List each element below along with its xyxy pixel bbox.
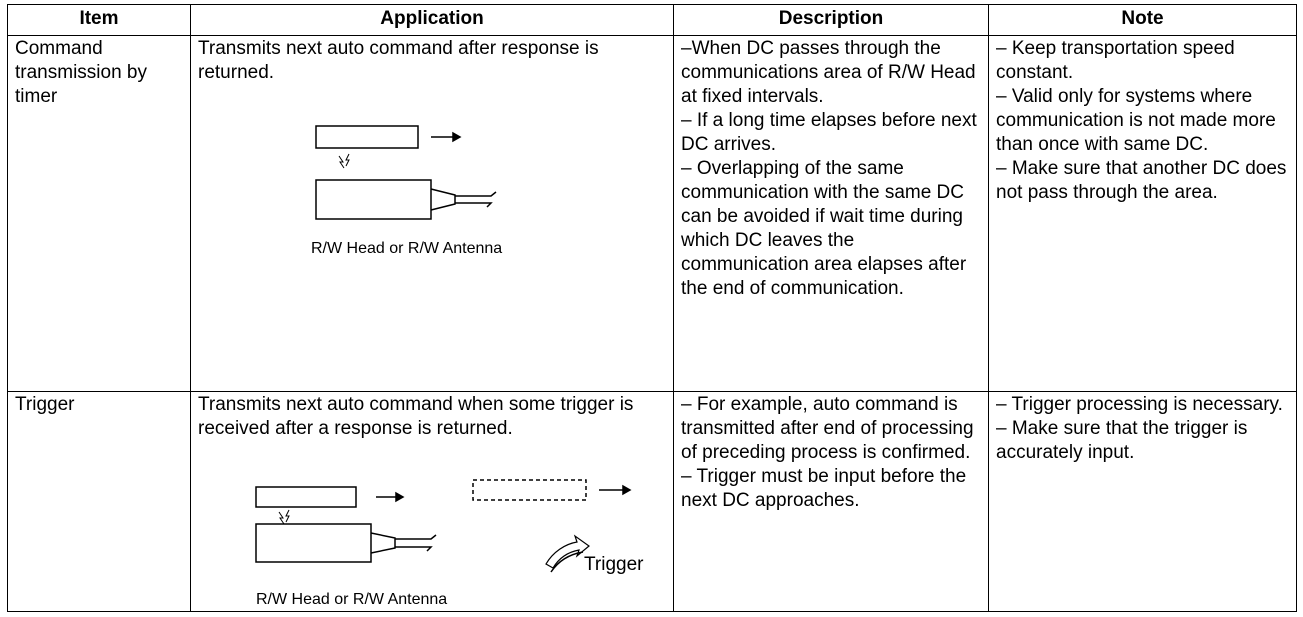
list-item: – Make sure that another DC does not pas… — [996, 158, 1287, 203]
item-cell: Command transmission by timer — [7, 35, 191, 392]
header-cell: Item — [7, 4, 191, 36]
list-item: – Make sure that the trigger is accurate… — [996, 418, 1248, 463]
application-cell: Transmits next auto command when some tr… — [190, 391, 674, 612]
item-cell: Trigger — [7, 391, 191, 612]
list-item: – For example, auto command is transmitt… — [681, 394, 974, 463]
header-cell: Application — [190, 4, 674, 36]
table: Item Application Description Note Comman… — [7, 4, 1297, 612]
header-row: Item Application Description Note — [7, 4, 1297, 36]
trigger-label: Trigger — [584, 554, 644, 575]
list-item: – Valid only for systems where communica… — [996, 86, 1276, 155]
note-cell: – Trigger processing is necessary. – Make… — [988, 391, 1297, 612]
description-cell: –When DC passes through the communicatio… — [673, 35, 989, 392]
diagram: Trigger R/W Head or R/W Antenna — [255, 479, 644, 608]
note-cell: – Keep transportation speed constant. – V… — [988, 35, 1297, 392]
diagram-label: R/W Head or R/W Antenna — [311, 240, 502, 257]
row: Command transmission by timer Transmits … — [7, 35, 1297, 392]
list-item: – Overlapping of the same communication … — [681, 158, 967, 299]
description-cell: – For example, auto command is transmitt… — [673, 391, 989, 612]
list-item: – Trigger processing is necessary. — [996, 394, 1283, 415]
application-text: Transmits next auto command when some tr… — [198, 394, 634, 439]
row: Trigger Transmits next auto command when… — [7, 391, 1297, 612]
application-text: Transmits next auto command after respon… — [198, 38, 599, 83]
application-cell: Transmits next auto command after respon… — [190, 35, 674, 392]
list-item: – Keep transportation speed constant. — [996, 38, 1235, 83]
list-item: – If a long time elapses before next DC … — [681, 110, 977, 155]
diagram-label: R/W Head or R/W Antenna — [256, 591, 447, 608]
header-cell: Description — [673, 4, 989, 36]
list-item: –When DC passes through the communicatio… — [681, 38, 976, 107]
diagram: R/W Head or R/W Antenna — [311, 125, 502, 257]
list-item: – Trigger must be input before the next … — [681, 466, 967, 511]
header-cell: Note — [988, 4, 1297, 36]
